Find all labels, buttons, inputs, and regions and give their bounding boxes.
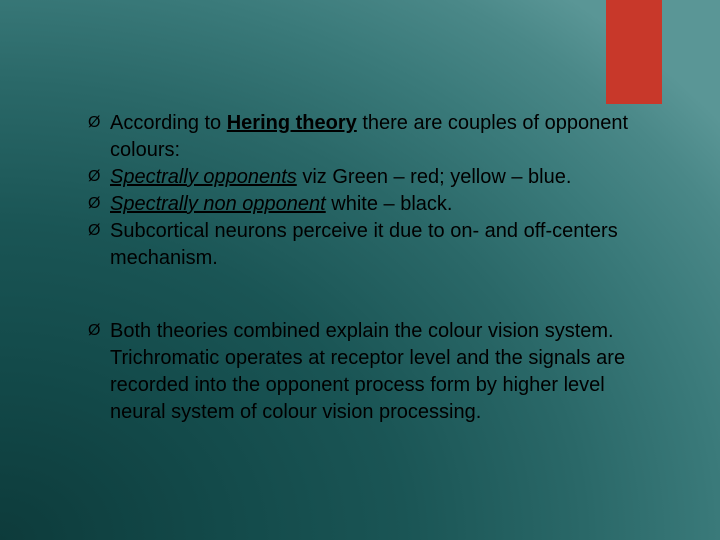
bullet-block: Ø Both theories combined explain the colo… xyxy=(88,318,653,426)
bullet-marker-icon: Ø xyxy=(88,320,100,342)
text-run: Subcortical neurons perceive it due to o… xyxy=(110,220,618,269)
bullet-marker-icon: Ø xyxy=(88,112,100,134)
bullet-marker-icon: Ø xyxy=(88,193,100,215)
slide-content: ØAccording to Hering theory there are co… xyxy=(88,110,653,472)
text-run: Hering theory xyxy=(227,112,357,134)
text-run: Both theories combined explain the colou… xyxy=(110,320,625,423)
bullet-block: ØAccording to Hering theory there are co… xyxy=(88,110,653,272)
bullet-marker-icon: Ø xyxy=(88,220,100,242)
text-run: white – black. xyxy=(326,193,453,215)
slide: ØAccording to Hering theory there are co… xyxy=(0,0,720,540)
bullet-item: Ø Spectrally non opponent white – black. xyxy=(88,191,653,218)
bullet-item: Ø Subcortical neurons perceive it due to … xyxy=(88,218,653,272)
bullet-item: Ø Both theories combined explain the colo… xyxy=(88,318,653,426)
bullet-item: Ø Spectrally opponents viz Green – red; y… xyxy=(88,164,653,191)
text-run: Spectrally non opponent xyxy=(110,193,326,215)
bullet-marker-icon: Ø xyxy=(88,166,100,188)
text-run: Spectrally opponents xyxy=(110,166,297,188)
accent-bar xyxy=(606,0,662,104)
bullet-item: ØAccording to Hering theory there are co… xyxy=(88,110,653,164)
text-run: viz Green – red; yellow – blue. xyxy=(297,166,572,188)
text-run: According to xyxy=(110,112,227,134)
